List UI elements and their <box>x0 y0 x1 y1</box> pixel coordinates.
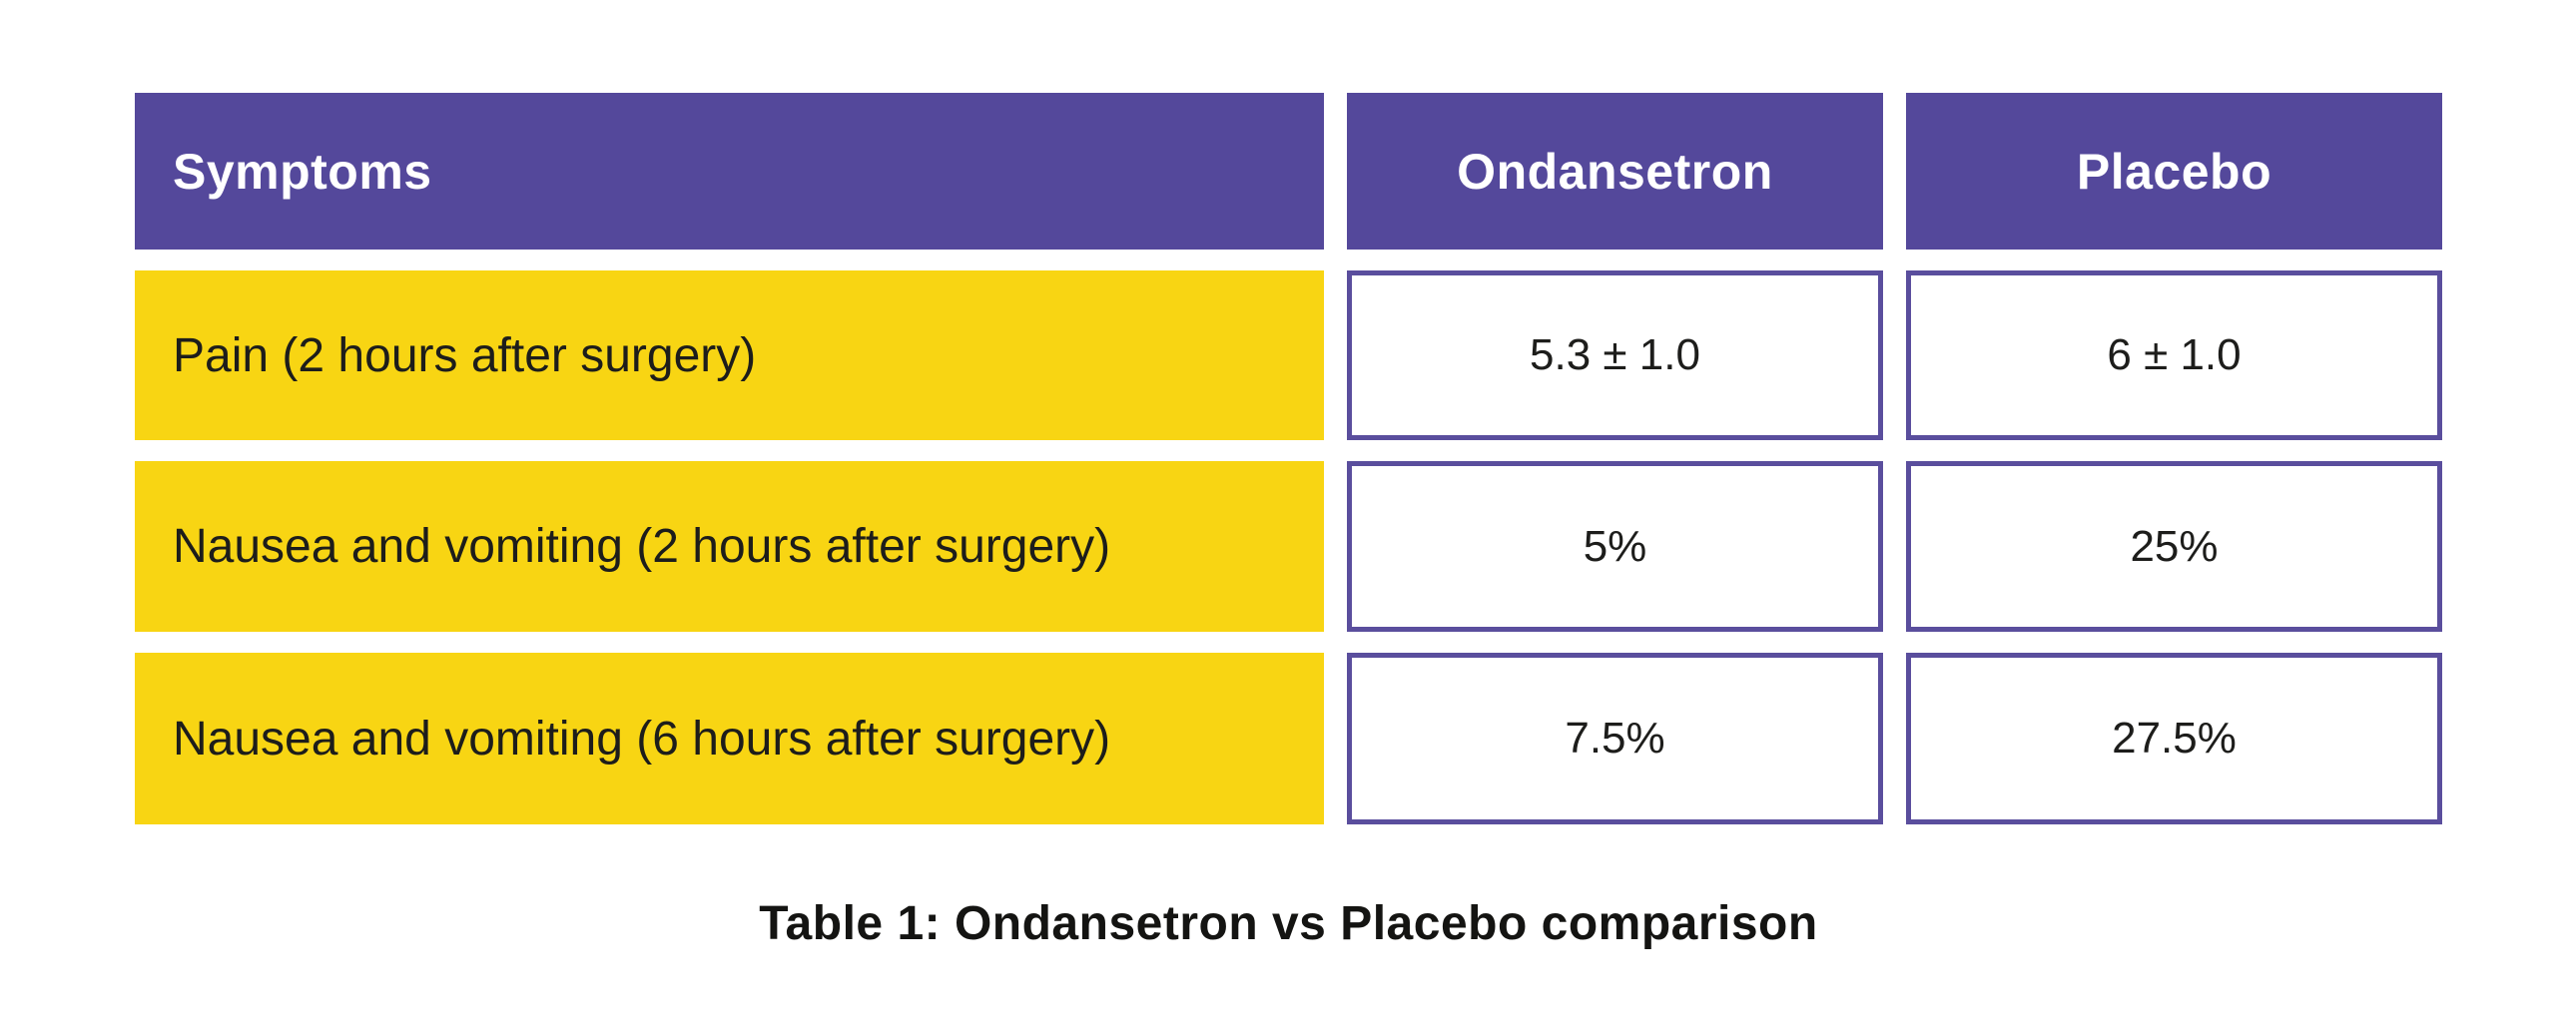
header-cell-symptoms: Symptoms <box>135 93 1324 250</box>
value-cell-pain-2h-placebo: 6 ± 1.0 <box>1906 270 2442 440</box>
value-cell-nausea-6h-placebo: 27.5% <box>1906 653 2442 824</box>
value-cell-nausea-6h-ondansetron: 7.5% <box>1347 653 1883 824</box>
header-cell-placebo: Placebo <box>1906 93 2442 250</box>
header-cell-ondansetron: Ondansetron <box>1347 93 1883 250</box>
symptom-cell-nausea-6h: Nausea and vomiting (6 hours after surge… <box>135 653 1324 824</box>
symptom-cell-pain-2h: Pain (2 hours after surgery) <box>135 270 1324 440</box>
comparison-table: Symptoms Ondansetron Placebo Pain (2 hou… <box>135 93 2442 824</box>
value-cell-nausea-2h-placebo: 25% <box>1906 461 2442 632</box>
symptom-cell-nausea-2h: Nausea and vomiting (2 hours after surge… <box>135 461 1324 632</box>
value-cell-nausea-2h-ondansetron: 5% <box>1347 461 1883 632</box>
table-caption: Table 1: Ondansetron vs Placebo comparis… <box>759 897 1818 950</box>
value-cell-pain-2h-ondansetron: 5.3 ± 1.0 <box>1347 270 1883 440</box>
